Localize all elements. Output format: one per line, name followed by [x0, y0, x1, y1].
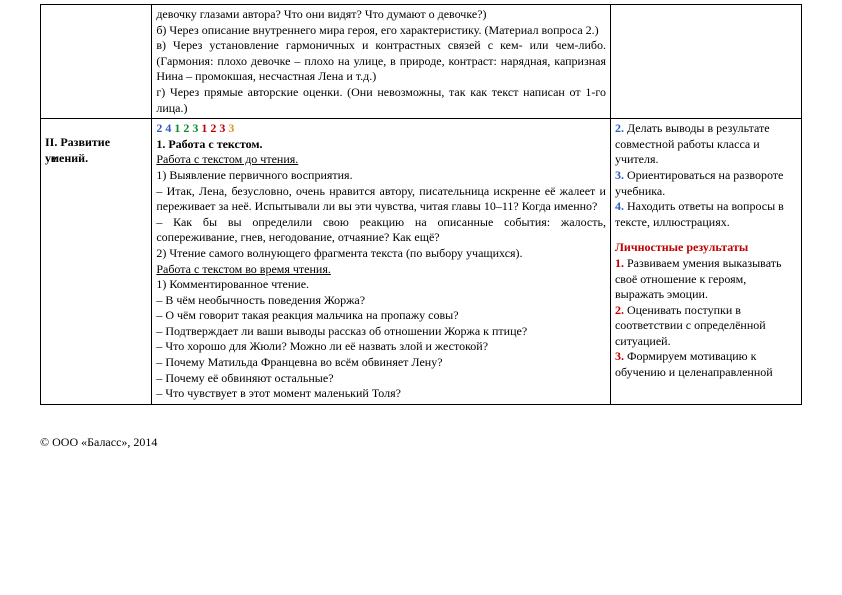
section-title: 1. Работа с текстом. — [156, 137, 606, 153]
copyright-footer: © ООО «Баласс», 2014 — [40, 435, 802, 451]
sequence-number: 3 — [228, 121, 234, 135]
outcome-text: Находить ответы на вопросы в тексте, илл… — [615, 199, 784, 229]
cell-stage-2: II. Развитие умений. — [41, 119, 152, 405]
stage-word: умений. — [45, 151, 88, 167]
sequence-number: 1 — [201, 121, 207, 135]
outcome-number: 1. — [615, 256, 624, 270]
outcome-text: Оценивать поступки в соответствии с опре… — [615, 303, 766, 348]
table-row: II. Развитие умений. 2 4 1 2 3 1 2 3 3 1… — [41, 119, 802, 405]
subsection-during-reading: Работа с текстом во время чтения. — [156, 262, 606, 278]
paragraph: – О чём говорит такая реакция мальчика н… — [156, 308, 606, 324]
paragraph: – Итак, Лена, безусловно, очень нравится… — [156, 184, 606, 215]
outcome-text: Формируем мотивацию к обучению и целенап… — [615, 349, 773, 379]
outcome-item: 2. Делать выводы в результате совместной… — [615, 121, 797, 168]
outcome-text: Развиваем умения выказывать своё отношен… — [615, 256, 781, 301]
paragraph: – Что хорошо для Жюли? Можно ли её назва… — [156, 339, 606, 355]
spacer — [615, 230, 797, 240]
lesson-table: девочку глазами автора? Что они видят? Ч… — [40, 4, 802, 405]
outcome-number: 2. — [615, 303, 624, 317]
stage-heading: II. Развитие умений. — [45, 135, 147, 166]
outcome-number: 3. — [615, 168, 624, 182]
outcome-item: 2. Оценивать поступки в соответствии с о… — [615, 303, 797, 350]
sequence-number: 2 — [210, 121, 216, 135]
sequence-number: 3 — [192, 121, 198, 135]
outcome-item: 4. Находить ответы на вопросы в тексте, … — [615, 199, 797, 230]
sequence-number: 2 — [183, 121, 189, 135]
number-sequence: 2 4 1 2 3 1 2 3 3 — [156, 121, 606, 137]
outcome-number: 2. — [615, 121, 624, 135]
stage-number: II. Развитие — [45, 135, 110, 149]
personal-results-title: Личностные результаты — [615, 240, 797, 256]
table-row: девочку глазами автора? Что они видят? Ч… — [41, 5, 802, 119]
cell-stage-1 — [41, 5, 152, 119]
paragraph: 1) Выявление первичного восприятия. — [156, 168, 606, 184]
paragraph: – Почему Матильда Францевна во всём обви… — [156, 355, 606, 371]
cell-content-1: девочку глазами автора? Что они видят? Ч… — [152, 5, 611, 119]
outcome-text: Делать выводы в результате совместной ра… — [615, 121, 770, 166]
sequence-number: 4 — [165, 121, 171, 135]
paragraph: 2) Чтение самого волнующего фрагмента те… — [156, 246, 606, 262]
outcome-text: Ориентироваться на развороте учебника. — [615, 168, 783, 198]
cell-outcomes-1 — [610, 5, 801, 119]
outcome-number: 4. — [615, 199, 624, 213]
cell-outcomes-2: 2. Делать выводы в результате совместной… — [610, 119, 801, 405]
paragraph: г) Через прямые авторские оценки. (Они н… — [156, 85, 606, 116]
sequence-number: 1 — [174, 121, 180, 135]
cell-content-2: 2 4 1 2 3 1 2 3 3 1. Работа с текстом. Р… — [152, 119, 611, 405]
paragraph: – Как бы вы определили свою реакцию на о… — [156, 215, 606, 246]
paragraph: – В чём необычность поведения Жоржа? — [156, 293, 606, 309]
paragraph: 1) Комментированное чтение. — [156, 277, 606, 293]
paragraph: – Подтверждает ли ваши выводы рассказ об… — [156, 324, 606, 340]
paragraph: б) Через описание внутреннего мира героя… — [156, 23, 606, 39]
subsection-before-reading: Работа с текстом до чтения. — [156, 152, 606, 168]
paragraph: в) Через установление гармоничных и конт… — [156, 38, 606, 85]
paragraph: девочку глазами автора? Что они видят? Ч… — [156, 7, 606, 23]
document-page: девочку глазами автора? Что они видят? Ч… — [0, 0, 842, 460]
outcome-item: 3. Формируем мотивацию к обучению и целе… — [615, 349, 797, 380]
sequence-number: 2 — [156, 121, 162, 135]
outcome-item: 1. Развиваем умения выказывать своё отно… — [615, 256, 797, 303]
paragraph: – Почему её обвиняют остальные? — [156, 371, 606, 387]
outcome-item: 3. Ориентироваться на развороте учебника… — [615, 168, 797, 199]
paragraph: – Что чувствует в этот момент маленький … — [156, 386, 606, 402]
sequence-number: 3 — [219, 121, 225, 135]
outcome-number: 3. — [615, 349, 624, 363]
